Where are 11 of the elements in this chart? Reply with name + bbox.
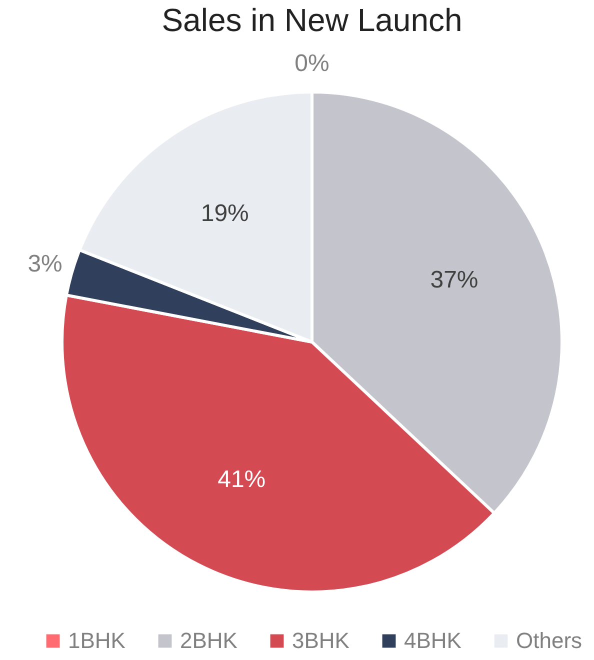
legend-label: 2BHK xyxy=(180,628,238,653)
legend-label: 1BHK xyxy=(68,628,126,653)
data-label: 3% xyxy=(28,250,62,278)
text: 0% xyxy=(294,50,330,77)
legend-label: 4BHK xyxy=(404,628,462,653)
chart-title: Sales in New Launch xyxy=(162,2,462,38)
data-label: 19% xyxy=(200,200,249,227)
legend-label: 3BHK xyxy=(292,628,350,653)
legend-label: Others xyxy=(516,628,582,653)
data-label: 41% xyxy=(218,466,266,494)
data-label: 37% xyxy=(430,266,478,294)
